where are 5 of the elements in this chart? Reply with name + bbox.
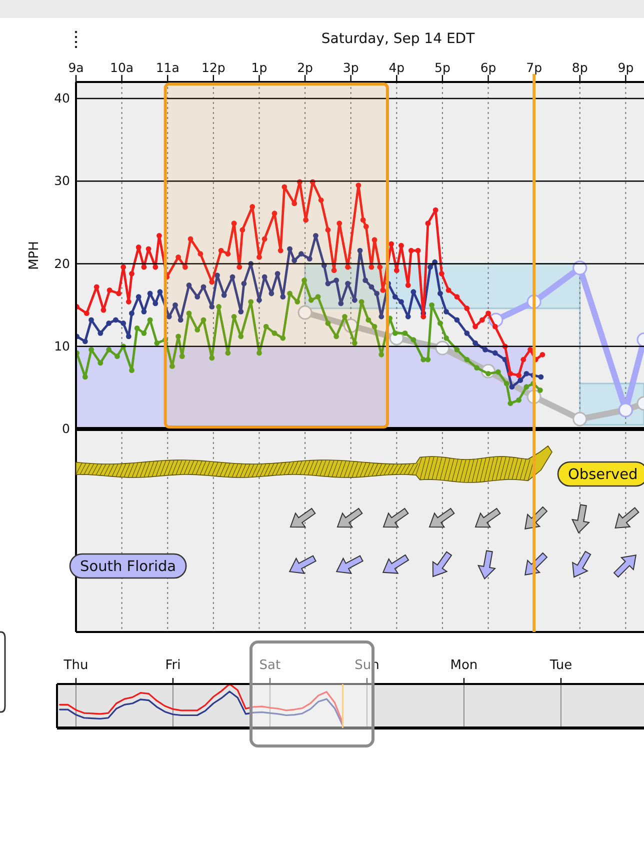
x-tick-label: Fri — [165, 658, 181, 673]
x-tick-label: Thu — [62, 658, 88, 673]
x-tick-label: Mon — [450, 658, 478, 673]
x-tick-label: Tue — [548, 658, 572, 673]
x-tick-label: Sat — [259, 658, 281, 673]
